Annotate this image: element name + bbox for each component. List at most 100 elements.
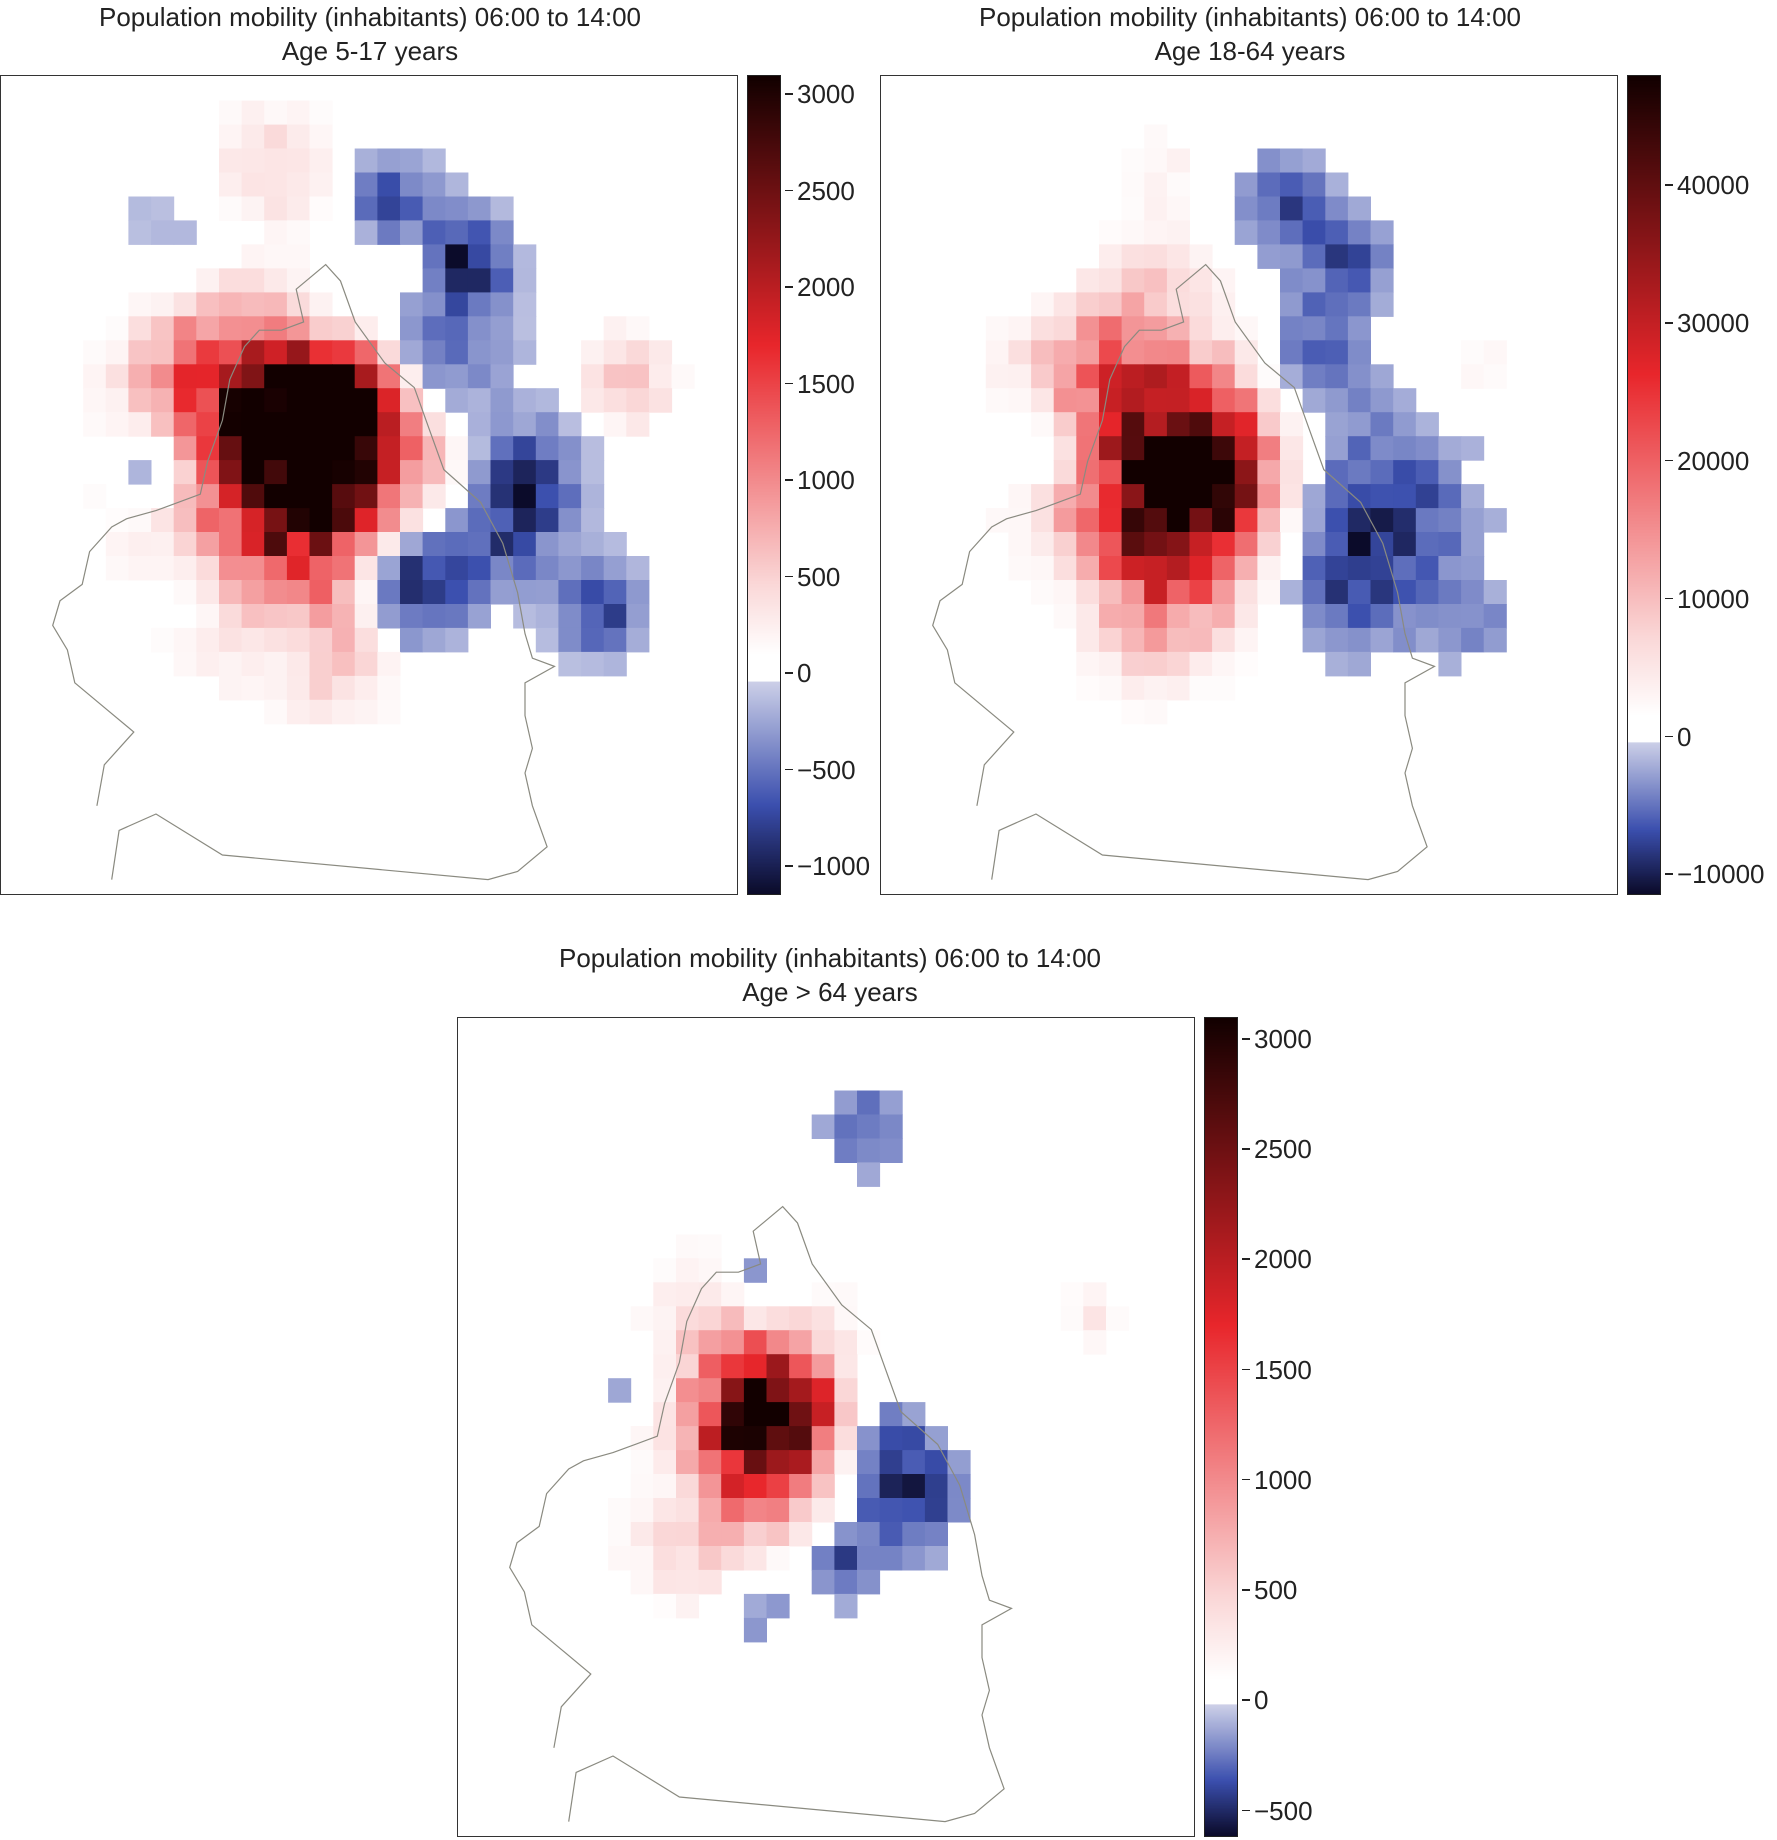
heatmap-cell	[490, 460, 514, 485]
heatmap-cell	[834, 1593, 858, 1619]
heatmap-cell	[698, 1498, 722, 1523]
heatmap-cell	[332, 388, 356, 413]
heatmap-cell	[1166, 651, 1190, 677]
heatmap-cell	[1212, 268, 1236, 293]
heatmap-cell	[608, 1498, 632, 1523]
heatmap-cell	[766, 1593, 790, 1619]
heatmap-cell	[1461, 580, 1485, 605]
heatmap-cell	[422, 627, 446, 653]
heatmap-cell	[1166, 268, 1190, 293]
heatmap-cell	[902, 1426, 926, 1451]
heatmap-cell	[1189, 292, 1213, 317]
heatmap-cell	[1347, 268, 1371, 293]
heatmap-cell	[422, 532, 446, 557]
heatmap-cell	[241, 675, 265, 701]
heatmap-cell	[332, 627, 356, 653]
heatmap-cell	[196, 484, 220, 509]
heatmap-cell	[1234, 220, 1258, 245]
heatmap-cell	[581, 436, 605, 461]
heatmap-cell	[698, 1330, 722, 1355]
heatmap-cell	[1483, 340, 1507, 365]
heatmap-cell	[1234, 172, 1258, 197]
heatmap-cell	[1302, 340, 1326, 365]
heatmap-cell	[286, 508, 310, 533]
heatmap-cell	[535, 484, 559, 509]
heatmap-cell	[743, 1593, 767, 1619]
heatmap-cell	[1144, 196, 1168, 221]
heatmap-cell	[1189, 436, 1213, 461]
heatmap-cell	[766, 1546, 790, 1571]
heatmap-cell	[309, 460, 333, 485]
heatmap-cell	[173, 556, 197, 581]
heatmap-cell	[286, 244, 310, 269]
heatmap-cell	[1347, 580, 1371, 605]
heatmap-cell	[264, 172, 288, 197]
heatmap-cell	[1031, 556, 1055, 581]
heatmap-cell	[264, 604, 288, 629]
panel-2-map	[880, 75, 1618, 895]
heatmap-cell	[789, 1498, 813, 1523]
heatmap-cell	[264, 532, 288, 557]
heatmap-cell	[1144, 651, 1168, 677]
heatmap-cell	[377, 364, 401, 389]
heatmap-cell	[535, 412, 559, 437]
heatmap-cell	[445, 244, 469, 269]
panel-2-subtitle: Age 18-64 years	[1154, 36, 1346, 66]
colorbar-tick-label: −10000	[1664, 859, 1765, 890]
heatmap-cell	[241, 100, 265, 126]
heatmap-cell	[676, 1258, 700, 1283]
heatmap-cell	[581, 580, 605, 605]
heatmap-cell	[1302, 580, 1326, 605]
heatmap-cell	[603, 412, 627, 437]
heatmap-cell	[766, 1402, 790, 1427]
heatmap-cell	[400, 460, 424, 485]
heatmap-cell	[286, 316, 310, 341]
heatmap-cell	[1370, 508, 1394, 533]
heatmap-cell	[985, 388, 1009, 413]
heatmap-cell	[128, 556, 152, 581]
heatmap-cell	[766, 1354, 790, 1379]
heatmap-cell	[1257, 580, 1281, 605]
heatmap-cell	[603, 580, 627, 605]
heatmap-cell	[626, 556, 650, 581]
heatmap-cell	[1347, 532, 1371, 557]
heatmap-cell	[1438, 556, 1462, 581]
heatmap-cell	[698, 1450, 722, 1475]
heatmap-cell	[626, 388, 650, 413]
heatmap-cell	[309, 364, 333, 389]
heatmap-cell	[766, 1522, 790, 1547]
heatmap-cell	[1370, 460, 1394, 485]
heatmap-cell	[1053, 460, 1077, 485]
heatmap-cell	[354, 220, 378, 245]
heatmap-cell	[400, 292, 424, 317]
heatmap-cell	[354, 364, 378, 389]
heatmap-cell	[834, 1354, 858, 1379]
heatmap-cell	[1121, 651, 1145, 677]
heatmap-cell	[219, 627, 243, 653]
heatmap-cell	[1144, 412, 1168, 437]
heatmap-cell	[535, 556, 559, 581]
heatmap-cell	[445, 196, 469, 221]
heatmap-cell	[1099, 316, 1123, 341]
heatmap-cell	[1008, 316, 1032, 341]
heatmap-cell	[626, 364, 650, 389]
heatmap-cell	[676, 1402, 700, 1427]
heatmap-cell	[857, 1450, 881, 1475]
heatmap-cell	[196, 460, 220, 485]
heatmap-cell	[467, 340, 491, 365]
heatmap-cell	[1370, 220, 1394, 245]
heatmap-cell	[241, 436, 265, 461]
heatmap-cell	[603, 316, 627, 341]
heatmap-cell	[1302, 604, 1326, 629]
panel-3-title-line: Population mobility (inhabitants) 06:00 …	[558, 943, 1101, 973]
heatmap-cell	[1031, 412, 1055, 437]
heatmap-cell	[653, 1474, 677, 1499]
heatmap-cell	[1280, 220, 1304, 245]
heatmap-cell	[1076, 580, 1100, 605]
heatmap-cell	[1144, 580, 1168, 605]
heatmap-cell	[1257, 412, 1281, 437]
heatmap-cell	[286, 292, 310, 317]
heatmap-cell	[151, 196, 175, 221]
heatmap-cell	[467, 292, 491, 317]
heatmap-cell	[630, 1474, 654, 1499]
